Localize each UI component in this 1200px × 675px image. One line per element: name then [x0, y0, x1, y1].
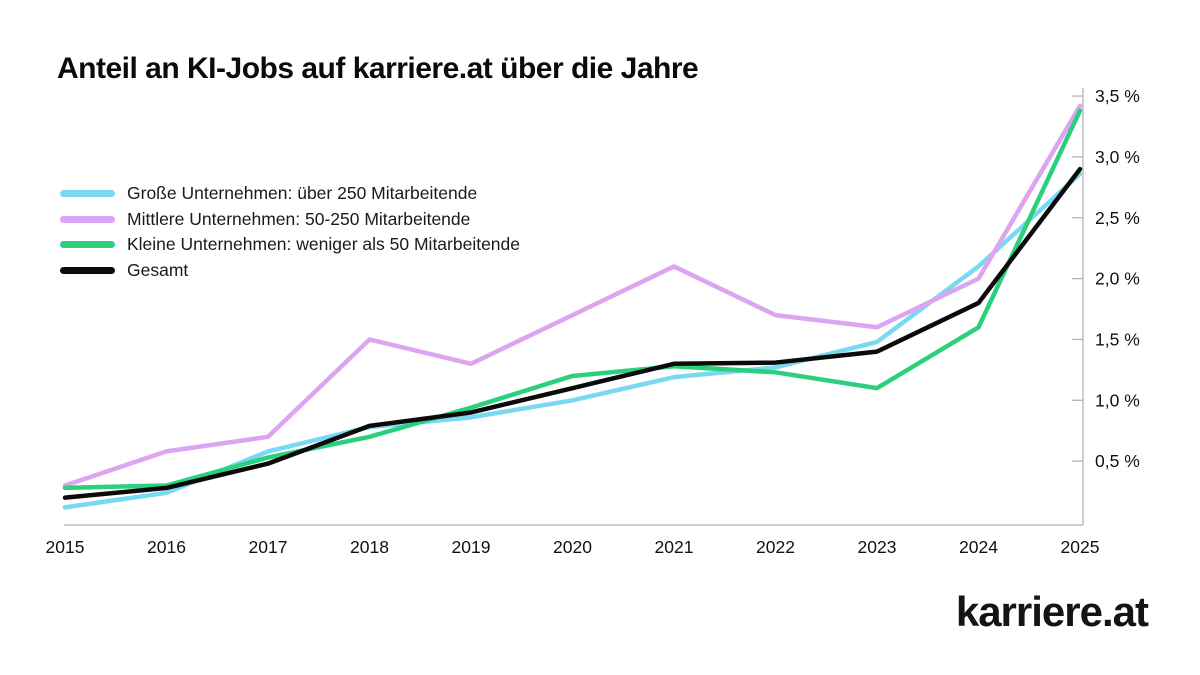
legend-item-grosse: Große Unternehmen: über 250 Mitarbeitend…: [60, 181, 520, 207]
legend-label-gesamt: Gesamt: [127, 259, 189, 280]
y-tick-label: 3,5 %: [1095, 86, 1140, 106]
x-tick-label: 2018: [350, 537, 389, 557]
legend-item-mittlere: Mittlere Unternehmen: 50-250 Mitarbeiten…: [60, 207, 520, 233]
series-line-mittlere: [62, 103, 1083, 488]
y-tick-label: 2,5 %: [1095, 208, 1140, 228]
x-tick-label: 2020: [553, 537, 592, 557]
x-tick-label: 2016: [147, 537, 186, 557]
legend-item-gesamt: Gesamt: [60, 258, 520, 284]
series-line-gesamt: [62, 166, 1083, 500]
x-tick-label: 2017: [249, 537, 288, 557]
brand-logo: karriere.at: [955, 588, 1149, 635]
x-tick-label: 2023: [858, 537, 897, 557]
legend-label-grosse: Große Unternehmen: über 250 Mitarbeitend…: [127, 183, 478, 204]
x-tick-label: 2024: [959, 537, 998, 557]
legend-item-kleine: Kleine Unternehmen: weniger als 50 Mitar…: [60, 232, 520, 258]
x-tick-label: 2025: [1061, 537, 1100, 557]
x-tick-label: 2021: [655, 537, 694, 557]
x-tick-label: 2015: [46, 537, 85, 557]
legend-swatch-kleine: [60, 241, 115, 249]
legend-swatch-mittlere: [60, 215, 115, 223]
legend-swatch-gesamt: [60, 266, 115, 274]
series-line-groe: [62, 171, 1083, 510]
x-tick-label: 2019: [452, 537, 491, 557]
legend-label-kleine: Kleine Unternehmen: weniger als 50 Mitar…: [127, 234, 521, 255]
legend-label-mittlere: Mittlere Unternehmen: 50-250 Mitarbeiten…: [127, 208, 471, 229]
series-line-kleine: [62, 108, 1083, 491]
y-tick-label: 1,5 %: [1095, 329, 1140, 349]
legend-swatch-grosse: [60, 190, 115, 198]
y-tick-label: 1,0 %: [1095, 390, 1140, 410]
y-tick-label: 2,0 %: [1095, 269, 1140, 289]
y-tick-label: 3,0 %: [1095, 147, 1140, 167]
legend: Große Unternehmen: über 250 Mitarbeitend…: [60, 181, 520, 283]
x-tick-label: 2022: [756, 537, 795, 557]
chart-title: Anteil an KI-Jobs auf karriere.at über d…: [57, 52, 699, 85]
y-tick-label: 0,5 %: [1095, 451, 1140, 471]
